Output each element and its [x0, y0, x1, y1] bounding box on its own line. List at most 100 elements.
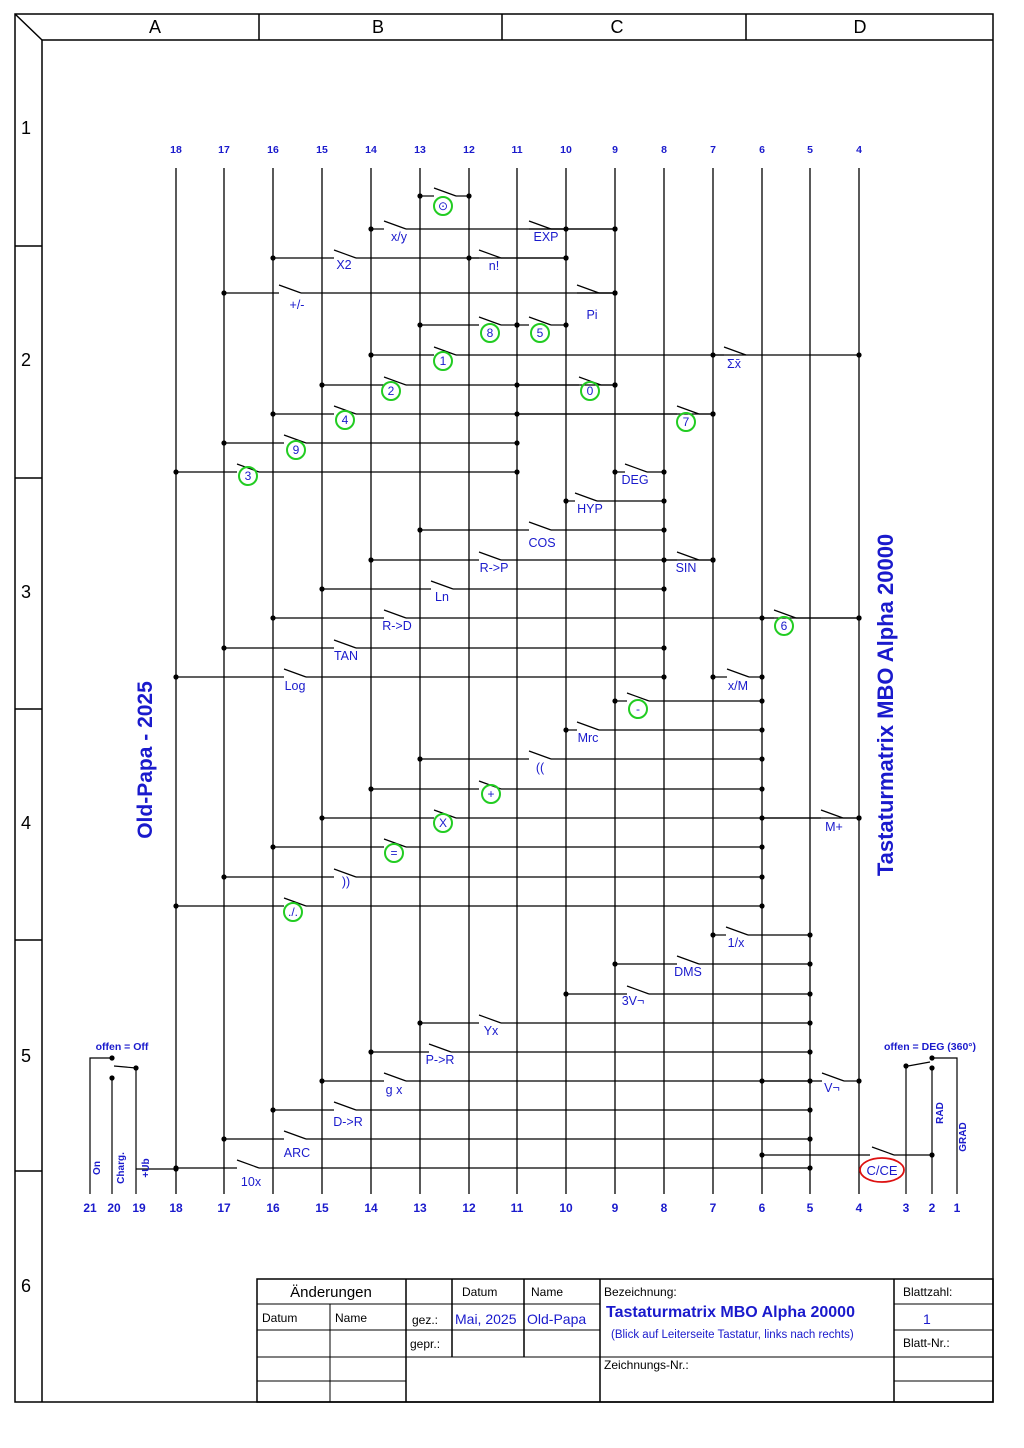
switch-contact [676, 405, 700, 415]
junction-dot [759, 1152, 765, 1158]
junction-dot [759, 903, 765, 909]
key-ring [433, 813, 453, 833]
key-switch: EXP [528, 220, 618, 244]
key-label: TAN [334, 649, 358, 663]
junction-dot [563, 226, 569, 232]
key-switch: )) [221, 868, 765, 889]
junction-dot [221, 1136, 227, 1142]
top-line-number: 14 [365, 144, 377, 156]
bottom-line-number: 16 [266, 1201, 280, 1215]
name-header: Name [531, 1285, 563, 1299]
junction-dot [417, 1020, 423, 1026]
junction-dot [856, 1078, 862, 1084]
junction-dot [710, 411, 716, 417]
key-switch: x/y [368, 220, 618, 244]
junction-dot [368, 557, 374, 563]
switch-contact [725, 926, 749, 936]
key-switch: Log [173, 668, 667, 693]
switch-contact [528, 521, 552, 531]
row-numbers: 1 2 3 4 5 6 [21, 118, 31, 1296]
switch-contact [528, 316, 552, 326]
junction-dot [759, 727, 765, 733]
switch-contact [478, 551, 502, 561]
key-switch: Mrc [563, 721, 765, 745]
junction-dot [319, 815, 325, 821]
line-numbers: 18 17 16 15 14 13 12 11 10 9 8 7 6 5 421 20 19 18 17 16 15 14… [83, 144, 960, 1215]
key-switch: M+ [759, 809, 862, 834]
bottom-line-number: 21 [83, 1201, 97, 1215]
junction-dot [612, 698, 618, 704]
power-switch-header: offen = Off [96, 1041, 149, 1053]
bottom-line-number: 18 [169, 1201, 183, 1215]
designation: Tastaturmatrix MBO Alpha 20000 [606, 1304, 855, 1321]
switch-contact [433, 346, 457, 356]
key-label: )) [342, 875, 350, 889]
junction-dot [807, 1049, 813, 1055]
date-header: Datum [462, 1285, 497, 1299]
junction-dot [759, 756, 765, 762]
side-switches: offen = Off On Charg. +Ub offen = DEG (360°)… [89, 1041, 976, 1194]
switch-contact [478, 249, 502, 259]
junction-dot [514, 382, 520, 388]
junction-dot [807, 1107, 813, 1113]
switch-contact [383, 1072, 407, 1082]
key-switch: V¬ [759, 1072, 862, 1095]
top-line-number: 6 [759, 144, 765, 156]
key-switch: Σx̄ [710, 346, 747, 371]
junction-dot [319, 1078, 325, 1084]
switch-contact [333, 639, 357, 649]
key-label: SIN [676, 561, 697, 575]
key-ring [676, 412, 696, 432]
top-line-number: 4 [856, 144, 862, 156]
junction-dot [173, 469, 179, 475]
bottom-line-number: 14 [364, 1201, 378, 1215]
top-line-number: 8 [661, 144, 667, 156]
key-ring [480, 323, 500, 343]
key-label: g x [386, 1083, 403, 1097]
junction-dot [759, 786, 765, 792]
key-switch: x/M [710, 668, 765, 693]
switch-contact [723, 346, 747, 356]
switch-contact [773, 609, 797, 619]
key-ring [283, 902, 303, 922]
key-switch: SIN [661, 551, 716, 575]
key-switch: n! [466, 249, 569, 273]
key-label: COS [528, 536, 555, 550]
power-wire [89, 1057, 112, 1194]
column-letter: D [854, 17, 867, 37]
switch-contact [624, 463, 648, 473]
drawing-frame [14, 13, 994, 1403]
angle-switch: offen = DEG (360°) RAD GRAD [884, 1041, 976, 1194]
junction-dot [807, 961, 813, 967]
switch-contact [283, 668, 307, 678]
switch-contact [576, 284, 600, 294]
key-ring [384, 843, 404, 863]
key-label: X2 [336, 258, 351, 272]
junction-dot [563, 255, 569, 261]
bottom-line-number: 4 [856, 1201, 863, 1215]
bottom-line-number: 7 [710, 1201, 717, 1215]
junction-dot [807, 1136, 813, 1142]
key-switch: 9 [221, 434, 520, 460]
key-label: 2 [388, 384, 395, 398]
key-label: 3 [245, 469, 252, 483]
key-label: 6 [781, 619, 788, 633]
drawing-number-label: Zeichnungs-Nr.: [604, 1358, 689, 1372]
switch-contact [283, 1130, 307, 1140]
switch-contact [676, 955, 700, 965]
key-label: HYP [577, 502, 603, 516]
key-label: = [390, 846, 397, 860]
power-switch-label: +Ub [141, 1158, 152, 1177]
sheet-count-label: Blattzahl: [903, 1285, 952, 1299]
switch-contact [283, 434, 307, 444]
bottom-line-number: 17 [217, 1201, 231, 1215]
key-ring [381, 381, 401, 401]
junction-dot [563, 727, 569, 733]
main-side-title: Tastaturmatrix MBO Alpha 20000 [873, 534, 898, 876]
bottom-line-number: 12 [462, 1201, 476, 1215]
switch-contact [726, 668, 750, 678]
key-label: (( [536, 761, 545, 775]
key-switch: TAN [221, 639, 667, 663]
key-ring [628, 699, 648, 719]
sheet-count: 1 [923, 1311, 931, 1327]
